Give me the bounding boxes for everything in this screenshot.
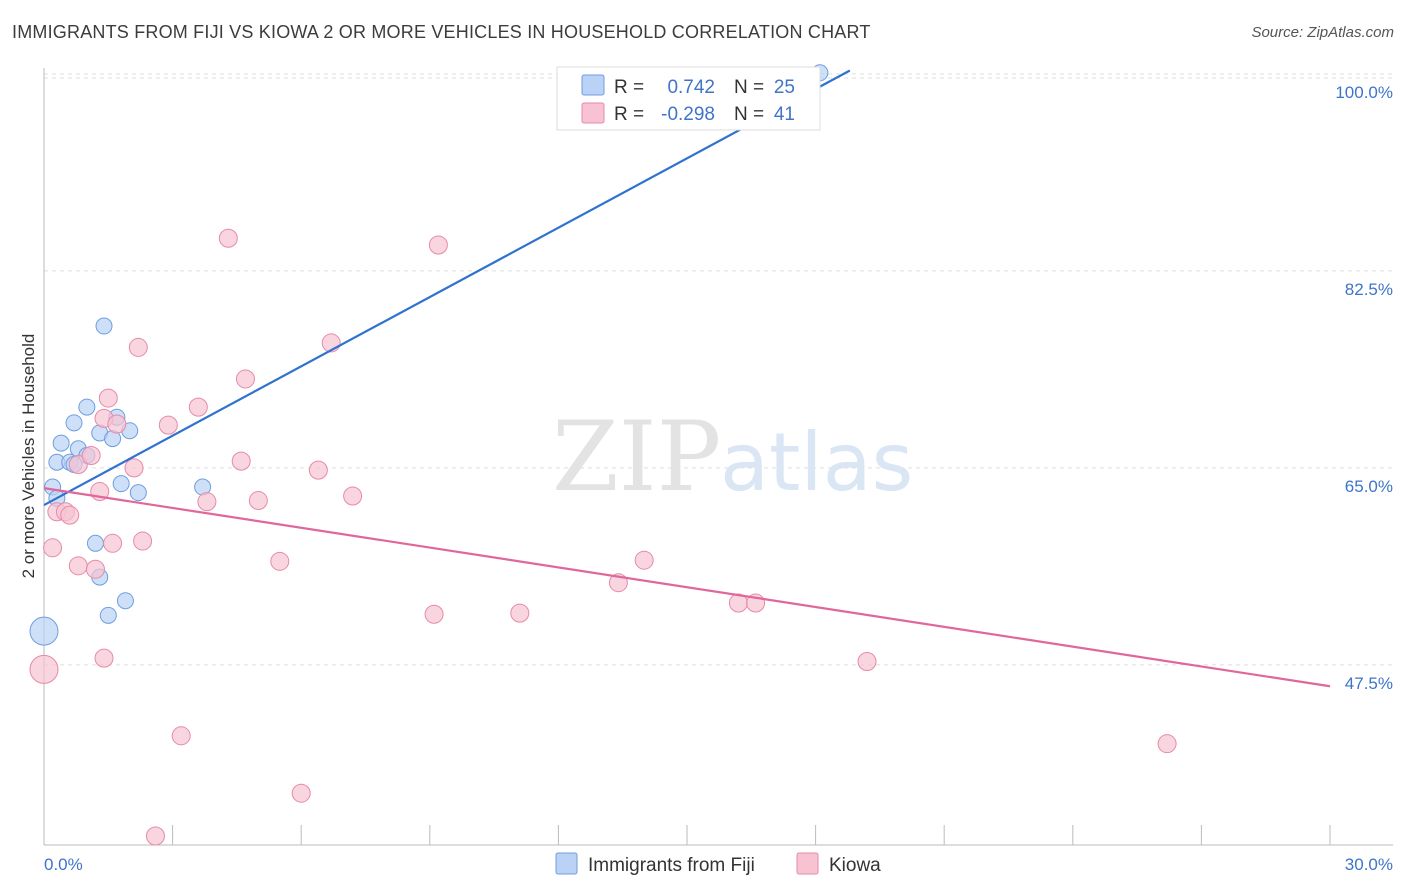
point-fiji — [116, 592, 134, 610]
point-kiowa — [145, 826, 165, 846]
point-fiji — [95, 317, 113, 335]
y-axis-label: 2 or more Vehicles in Household — [19, 334, 38, 579]
trend-line-fiji — [43, 69, 851, 507]
series-legend-swatch-fiji — [555, 852, 578, 875]
point-kiowa — [510, 603, 530, 623]
point-kiowa — [128, 337, 148, 357]
stats-legend: R = 0.742 N = 25 R = -0.298 N = 41 — [556, 66, 821, 131]
point-kiowa — [248, 491, 268, 511]
point-kiowa — [60, 505, 80, 525]
point-kiowa — [98, 388, 118, 408]
legend-r-label-fiji: R = — [614, 77, 644, 98]
point-kiowa — [85, 559, 105, 579]
point-kiowa — [857, 652, 877, 672]
y-tick-label: 65.0% — [1345, 477, 1393, 496]
legend-n-label-fiji: N = — [734, 77, 764, 98]
point-kiowa — [133, 531, 153, 551]
point-kiowa — [94, 648, 114, 668]
trend-lines — [43, 69, 1331, 688]
point-kiowa — [81, 446, 101, 466]
point-kiowa — [124, 458, 144, 478]
series-legend-swatch-kiowa — [796, 852, 819, 875]
y-tick-label: 82.5% — [1345, 280, 1393, 299]
y-tick-labels: 100.0% 82.5% 65.0% 47.5% — [1335, 83, 1393, 693]
legend-n-value-kiowa: 41 — [774, 104, 795, 125]
point-fiji — [29, 616, 59, 646]
watermark: ZIP atlas — [552, 401, 913, 513]
y-tick-label: 47.5% — [1345, 674, 1393, 693]
point-kiowa — [188, 397, 208, 417]
legend-r-label-kiowa: R = — [614, 104, 644, 125]
legend-n-label-kiowa: N = — [734, 104, 764, 125]
legend-r-value-fiji: 0.742 — [667, 77, 715, 98]
point-kiowa — [235, 369, 255, 389]
legend-swatch-kiowa — [581, 102, 605, 124]
point-kiowa — [197, 492, 217, 512]
series-legend-label-kiowa: Kiowa — [829, 855, 881, 876]
watermark-atlas: atlas — [720, 416, 913, 509]
point-kiowa — [634, 550, 654, 570]
point-kiowa — [43, 538, 63, 558]
y-tick-label: 100.0% — [1335, 83, 1393, 102]
x-tick-label-min: 0.0% — [44, 855, 83, 874]
chart-source: Source: ZipAtlas.com — [1251, 24, 1394, 41]
point-kiowa — [231, 451, 251, 471]
point-fiji — [52, 434, 70, 452]
x-tick-label-max: 30.0% — [1345, 855, 1393, 874]
point-kiowa — [29, 654, 59, 684]
point-kiowa — [428, 235, 448, 255]
point-kiowa — [270, 551, 290, 571]
point-kiowa — [1157, 734, 1177, 754]
point-kiowa — [424, 604, 444, 624]
point-kiowa — [308, 460, 328, 480]
point-kiowa — [158, 415, 178, 435]
legend-n-value-fiji: 25 — [774, 77, 795, 98]
point-fiji — [112, 475, 130, 493]
watermark-zip: ZIP — [552, 401, 721, 513]
chart-title: IMMIGRANTS FROM FIJI VS KIOWA 2 OR MORE … — [12, 22, 871, 42]
point-kiowa — [343, 486, 363, 506]
point-fiji — [99, 606, 117, 624]
series-legend: Immigrants from Fiji Kiowa — [555, 852, 881, 876]
grid-lines — [44, 73, 1393, 666]
point-fiji — [129, 484, 147, 502]
series-legend-label-fiji: Immigrants from Fiji — [588, 855, 755, 876]
point-kiowa — [107, 414, 127, 434]
point-kiowa — [171, 726, 191, 746]
point-fiji — [78, 398, 96, 416]
point-fiji — [86, 534, 104, 552]
point-fiji — [65, 414, 83, 432]
x-tick-labels: 0.0% 30.0% — [44, 855, 1393, 874]
legend-r-value-kiowa: -0.298 — [661, 104, 715, 125]
axes — [43, 68, 1393, 846]
legend-swatch-fiji — [581, 74, 605, 96]
point-kiowa — [218, 228, 238, 248]
point-kiowa — [103, 533, 123, 553]
point-kiowa — [291, 783, 311, 803]
point-kiowa — [68, 556, 88, 576]
trend-line-kiowa — [43, 487, 1331, 688]
